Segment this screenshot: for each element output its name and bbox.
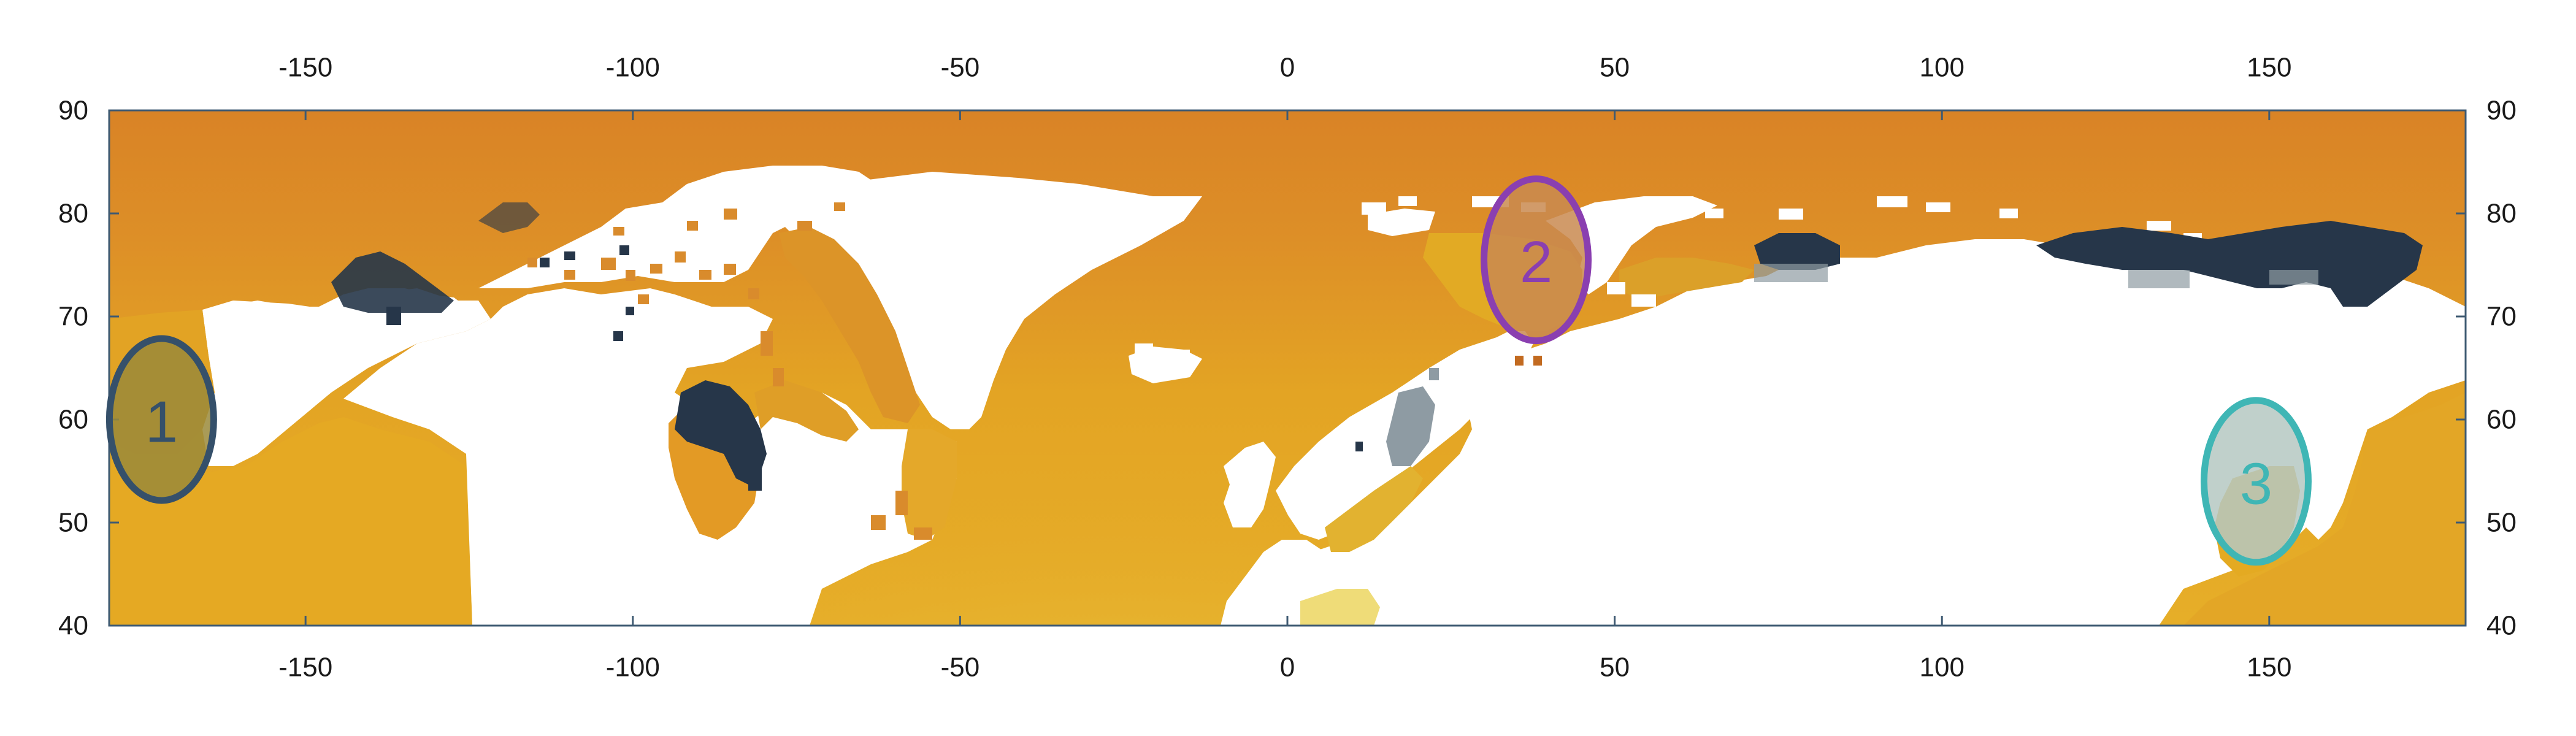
- y-tick-label-left: 90: [58, 96, 88, 126]
- land-north-america: [343, 288, 957, 626]
- y-tick-label-left: 40: [58, 611, 88, 641]
- brown-cells: [1515, 356, 1542, 366]
- y-tick-label-right: 50: [2486, 508, 2517, 538]
- axis-layer: -150-150-100-100-50-50005050100100150150…: [58, 53, 2517, 683]
- map-plot-area: [109, 110, 2466, 626]
- land-alaska: [202, 288, 491, 466]
- region-number-label: 1: [145, 389, 178, 455]
- hudson-strait: [754, 380, 859, 442]
- baltic-sea: [1325, 466, 1423, 552]
- gulf-of-alaska: [109, 417, 472, 626]
- kara-sea: [1619, 258, 1754, 301]
- archipelago-ocean-cells: [527, 202, 932, 540]
- y-tick-label-right: 60: [2486, 405, 2517, 435]
- x-tick-label-top: 150: [2247, 53, 2291, 83]
- y-tick-label-left: 50: [58, 508, 88, 538]
- region-ellipse: [1481, 175, 1592, 345]
- y-tick-label-right: 90: [2486, 96, 2517, 126]
- x-tick-label-bottom: 0: [1280, 653, 1295, 683]
- x-tick-label-top: 0: [1280, 53, 1295, 83]
- grey-anomaly-cells: [1386, 264, 2318, 466]
- y-tick-label-left: 70: [58, 302, 88, 332]
- x-tick-label-bottom: 100: [1920, 653, 1965, 683]
- region-marker-3[interactable]: 3: [2200, 397, 2312, 566]
- x-tick-label-top: -100: [606, 53, 660, 83]
- light-warm-cells: [1300, 589, 1380, 626]
- x-tick-label-bottom: 50: [1600, 653, 1630, 683]
- y-tick-label-left: 60: [58, 405, 88, 435]
- x-tick-label-bottom: -50: [941, 653, 980, 683]
- land-greenland: [767, 172, 1202, 429]
- land-british-isles: [1224, 442, 1276, 527]
- x-tick-label-top: 100: [1920, 53, 1965, 83]
- land-europe: [1221, 442, 1484, 626]
- x-tick-label-bottom: -100: [606, 653, 660, 683]
- region-number-label: 3: [2240, 451, 2272, 516]
- dark-anomaly-cells: [331, 202, 2423, 491]
- region-ellipse: [105, 335, 217, 504]
- land-kamchatka: [2300, 380, 2367, 540]
- y-tick-label-right: 70: [2486, 302, 2517, 332]
- land-eurasia: [1239, 239, 2466, 626]
- x-tick-label-top: -150: [278, 53, 332, 83]
- region-marker-layer: 1 2 3: [105, 175, 2312, 566]
- bering-sea: [2183, 393, 2466, 626]
- land-svalbard: [1368, 209, 1435, 236]
- y-tick-label-right: 40: [2486, 611, 2517, 641]
- x-tick-label-bottom: -150: [278, 653, 332, 683]
- baffin-bay: [779, 227, 920, 423]
- x-tick-label-bottom: 150: [2247, 653, 2291, 683]
- region-ellipse: [2200, 397, 2312, 566]
- x-tick-label-top: 50: [1600, 53, 1630, 83]
- y-tick-label-right: 80: [2486, 199, 2517, 229]
- labrador-sea: [902, 429, 957, 540]
- region-marker-2[interactable]: 2: [1481, 175, 1592, 345]
- region-marker-1[interactable]: 1: [105, 335, 217, 504]
- x-tick-label-top: -50: [941, 53, 980, 83]
- y-tick-label-left: 80: [58, 199, 88, 229]
- region-number-label: 2: [1520, 229, 1552, 295]
